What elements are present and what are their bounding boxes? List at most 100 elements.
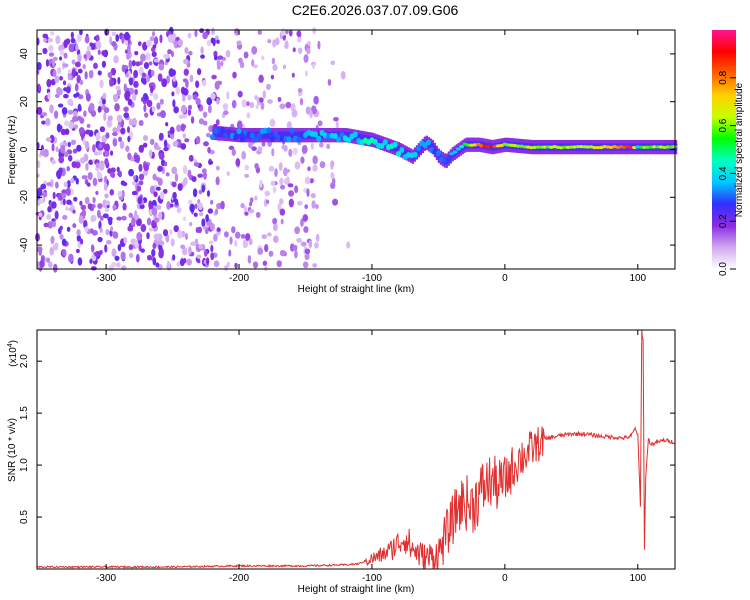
noise-speckle <box>52 191 56 200</box>
signal-band <box>268 131 271 139</box>
noise-speckle <box>283 145 288 152</box>
spectrogram-x-ticks: -300 -200 -100 0 100 <box>96 30 647 284</box>
y-tick-label: 0.5 <box>19 510 30 524</box>
spectrogram-y-ticks: -40 -20 0 20 40 <box>19 48 675 252</box>
noise-speckle <box>105 132 110 139</box>
noise-speckle <box>190 241 197 247</box>
noise-speckle <box>103 143 110 152</box>
noise-speckle <box>105 228 110 236</box>
noise-speckle <box>79 79 84 86</box>
signal-core <box>382 139 388 146</box>
noise-speckle <box>83 110 87 117</box>
noise-speckle <box>55 35 61 45</box>
noise-speckle <box>139 60 143 66</box>
signal-core <box>449 152 455 156</box>
noise-speckle <box>201 184 205 193</box>
noise-speckle <box>127 47 131 55</box>
signal-band <box>266 131 269 139</box>
noise-speckle <box>172 140 179 147</box>
noise-speckle <box>251 46 258 55</box>
noise-speckle <box>45 117 51 127</box>
noise-speckle <box>261 141 266 147</box>
noise-speckle <box>340 70 346 80</box>
noise-speckle <box>146 74 150 83</box>
noise-speckle <box>172 69 176 77</box>
noise-speckle <box>226 171 231 177</box>
noise-speckle <box>135 253 140 263</box>
noise-speckle <box>206 190 211 197</box>
noise-speckle <box>59 76 63 81</box>
noise-speckle <box>92 196 96 204</box>
noise-speckle <box>206 40 212 47</box>
noise-speckle <box>59 56 63 61</box>
noise-speckle <box>121 34 125 44</box>
noise-speckle <box>246 101 250 107</box>
noise-speckle <box>153 191 158 198</box>
noise-speckle <box>152 44 157 49</box>
noise-speckle <box>109 229 113 237</box>
noise-speckle <box>159 34 163 44</box>
noise-speckle <box>262 90 267 99</box>
noise-speckle <box>77 68 83 74</box>
noise-speckle <box>94 251 100 257</box>
noise-speckle <box>231 148 236 156</box>
noise-speckle <box>203 141 209 147</box>
noise-speckle <box>63 52 68 59</box>
signal-core <box>392 141 398 148</box>
signal-core <box>253 136 259 143</box>
noise-speckle <box>208 160 214 165</box>
noise-speckle <box>267 232 272 237</box>
noise-speckle <box>247 255 252 264</box>
signal-band <box>294 131 297 139</box>
noise-speckle <box>155 186 161 191</box>
noise-speckle <box>303 226 309 233</box>
noise-speckle <box>84 35 90 44</box>
noise-speckle <box>75 248 80 254</box>
noise-speckle <box>151 248 156 257</box>
noise-speckle <box>37 199 43 205</box>
noise-speckle <box>98 142 103 149</box>
noise-speckle <box>264 190 271 197</box>
noise-speckle <box>315 204 319 210</box>
noise-speckle <box>159 110 166 118</box>
signal-core <box>256 133 262 140</box>
noise-speckle <box>37 83 41 91</box>
noise-speckle <box>148 149 153 158</box>
noise-speckle <box>304 248 311 255</box>
noise-speckle <box>171 91 175 97</box>
snr-series-line <box>36 329 676 570</box>
signal-band <box>397 145 401 153</box>
noise-speckle <box>133 154 139 163</box>
noise-speckle <box>294 249 298 259</box>
signal-core <box>209 134 215 141</box>
noise-speckle <box>161 78 168 88</box>
noise-speckle <box>207 104 212 114</box>
noise-speckle <box>81 175 88 180</box>
signal-band <box>403 148 407 156</box>
noise-speckle <box>90 43 96 51</box>
noise-speckle <box>292 47 296 53</box>
noise-speckle <box>318 142 324 148</box>
noise-speckle <box>42 191 48 198</box>
noise-speckle <box>106 239 112 245</box>
y-tick-label: 2.0 <box>19 354 30 368</box>
noise-speckle <box>177 230 183 239</box>
noise-speckle <box>211 74 217 80</box>
noise-speckle <box>139 203 145 210</box>
noise-speckle <box>140 97 145 102</box>
noise-speckle <box>174 199 179 206</box>
signal-core <box>266 127 272 134</box>
noise-speckle <box>242 239 249 249</box>
noise-speckle <box>46 214 52 220</box>
noise-speckle <box>43 37 47 43</box>
noise-speckle <box>66 166 71 172</box>
noise-speckle <box>192 188 198 198</box>
noise-speckle <box>84 196 90 205</box>
signal-core <box>435 150 441 157</box>
noise-speckle <box>128 244 134 251</box>
signal-core <box>415 145 421 152</box>
noise-speckle <box>76 33 82 43</box>
signal-band <box>344 131 347 139</box>
noise-speckle <box>158 211 163 220</box>
noise-speckle <box>170 238 175 247</box>
